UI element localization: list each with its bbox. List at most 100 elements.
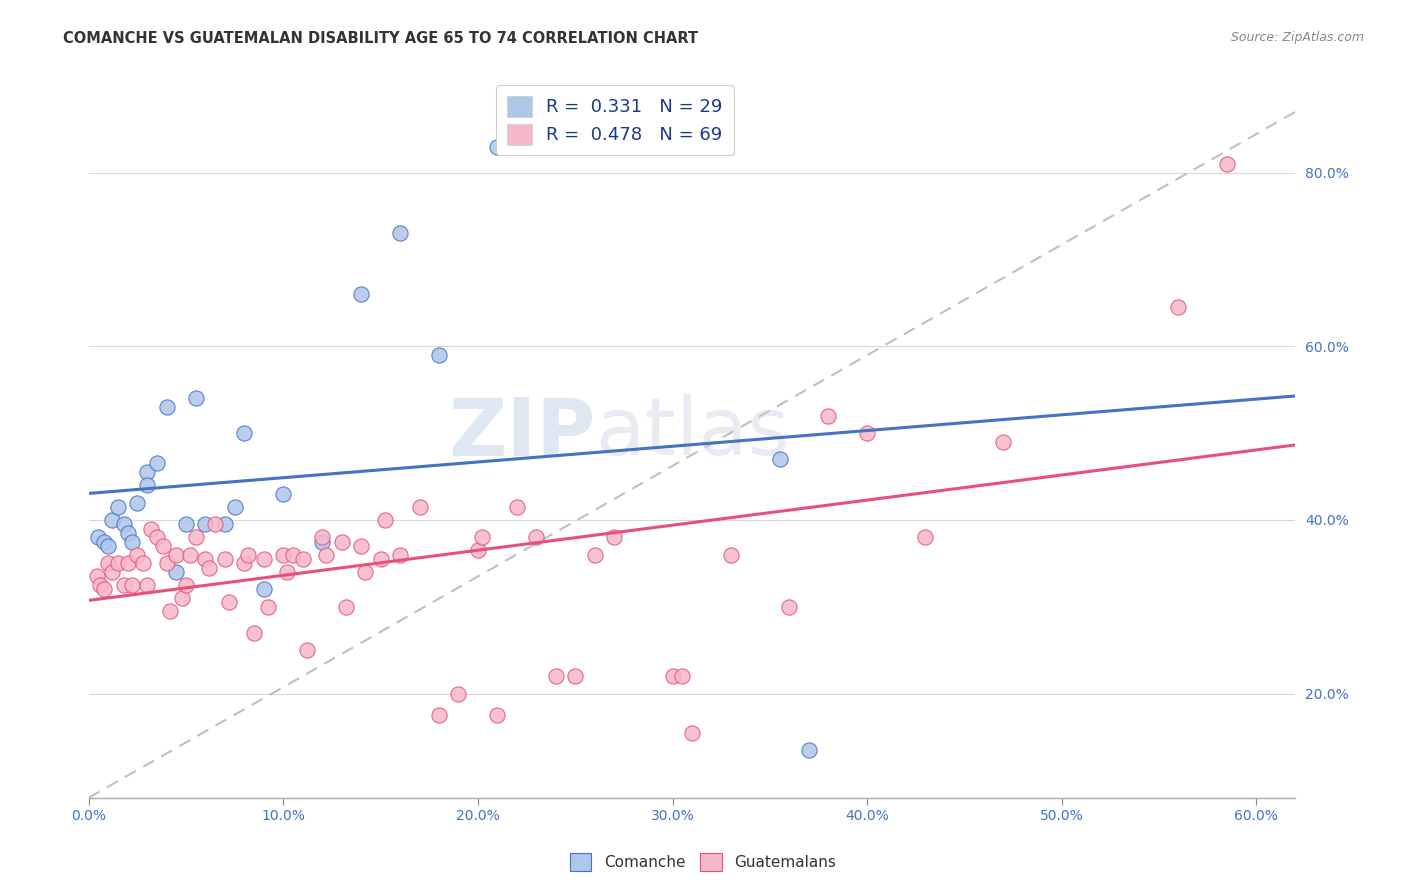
Point (993, 434, 1015, 449)
Point (583, 548, 606, 562)
Point (295, 643, 318, 657)
Legend: Comanche, Guatemalans: Comanche, Guatemalans (564, 847, 842, 877)
Point (132, 557, 155, 571)
Point (184, 530, 207, 544)
Point (117, 557, 139, 571)
Point (86, 569, 108, 583)
Point (101, 565, 124, 579)
Point (139, 522, 162, 536)
Point (1216, 157, 1239, 171)
Point (159, 604, 181, 618)
Point (194, 517, 217, 532)
Point (661, 669, 683, 683)
Point (389, 548, 412, 562)
Point (253, 582, 276, 597)
Point (467, 543, 489, 558)
Point (238, 548, 260, 562)
Point (93, 534, 115, 549)
Point (291, 552, 314, 566)
Point (155, 400, 177, 414)
Point (330, 534, 353, 549)
Point (165, 565, 187, 579)
Point (136, 578, 159, 592)
Point (373, 513, 395, 527)
Point (281, 548, 304, 562)
Point (273, 487, 295, 501)
Point (174, 517, 197, 532)
Point (273, 548, 295, 562)
Point (486, 708, 509, 723)
Point (155, 557, 177, 571)
Point (311, 530, 333, 544)
Point (243, 625, 266, 640)
Point (506, 500, 529, 514)
Point (447, 686, 470, 700)
Point (350, 539, 373, 553)
Point (136, 465, 159, 479)
Text: COMANCHE VS GUATEMALAN DISABILITY AGE 65 TO 74 CORRELATION CHART: COMANCHE VS GUATEMALAN DISABILITY AGE 65… (63, 31, 699, 46)
Point (204, 517, 226, 532)
Point (253, 552, 276, 566)
Point (107, 557, 129, 571)
Point (233, 557, 256, 571)
Text: ZIP: ZIP (449, 394, 596, 472)
Point (198, 560, 221, 574)
Point (471, 530, 494, 544)
Point (112, 517, 135, 532)
Point (778, 599, 800, 614)
Point (224, 500, 246, 514)
Point (146, 457, 169, 471)
Point (179, 548, 201, 562)
Point (184, 392, 207, 406)
Point (214, 517, 236, 532)
Point (127, 495, 149, 509)
Point (256, 599, 278, 614)
Point (524, 530, 547, 544)
Point (121, 578, 143, 592)
Point (136, 478, 159, 492)
Point (370, 552, 392, 566)
Point (427, 348, 450, 362)
Point (797, 743, 820, 757)
Point (174, 578, 197, 592)
Point (427, 708, 450, 723)
Point (194, 552, 217, 566)
Point (117, 525, 139, 540)
Point (335, 599, 357, 614)
Point (671, 669, 693, 683)
Point (97, 539, 120, 553)
Point (1167, 300, 1189, 314)
Point (172, 591, 194, 605)
Point (121, 534, 143, 549)
Point (101, 513, 124, 527)
Point (152, 539, 174, 553)
Point (276, 565, 298, 579)
Point (107, 500, 129, 514)
Point (681, 725, 703, 739)
Point (89, 578, 111, 592)
Text: Source: ZipAtlas.com: Source: ZipAtlas.com (1230, 31, 1364, 45)
Point (214, 552, 236, 566)
Point (165, 548, 187, 562)
Point (354, 565, 377, 579)
Point (315, 548, 337, 562)
Point (720, 548, 742, 562)
Point (486, 139, 509, 153)
Point (311, 534, 333, 549)
Point (603, 530, 626, 544)
Point (93, 582, 115, 597)
Point (914, 530, 936, 544)
Point (408, 500, 430, 514)
Text: atlas: atlas (596, 394, 790, 472)
Point (544, 669, 567, 683)
Point (856, 426, 879, 441)
Point (218, 595, 240, 609)
Point (564, 669, 586, 683)
Point (233, 426, 256, 441)
Point (97, 557, 120, 571)
Point (87, 530, 110, 544)
Point (817, 409, 839, 423)
Point (389, 227, 412, 241)
Point (768, 452, 790, 467)
Legend: R =  0.331   N = 29, R =  0.478   N = 69: R = 0.331 N = 29, R = 0.478 N = 69 (496, 85, 734, 155)
